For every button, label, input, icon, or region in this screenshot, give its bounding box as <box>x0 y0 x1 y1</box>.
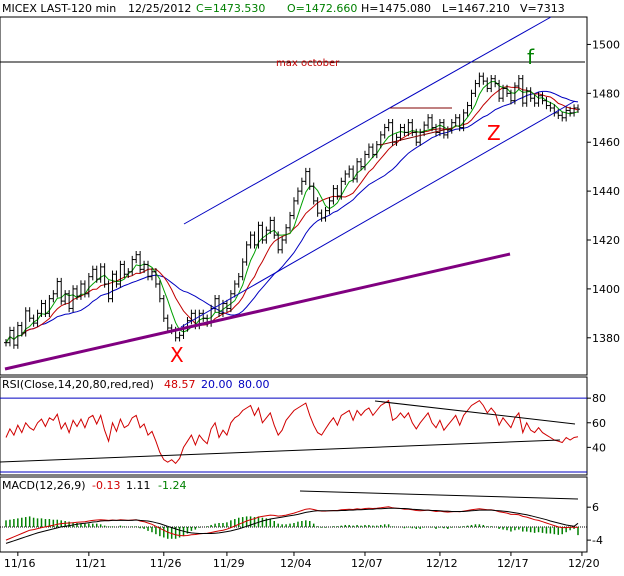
rsi-trend-lower <box>0 439 561 463</box>
price-axis-label: 1460 <box>592 136 620 149</box>
header-date: 12/25/2012 <box>128 2 191 15</box>
channel-upper-line <box>183 16 552 225</box>
macd-layer <box>0 506 587 544</box>
header-low: L=1467.210 <box>442 2 510 15</box>
macd-trend-line <box>299 490 579 500</box>
x-axis-label: 12/07 <box>351 557 383 570</box>
price-axis-label: 1420 <box>592 234 620 247</box>
axis-layer: 1500 1480 1460 1440 1420 1400 1380 11/16 11/21 11… <box>4 38 620 570</box>
header-symbol: MICEX LAST-120 min <box>2 2 116 15</box>
price-axis-label: 1480 <box>592 87 620 100</box>
x-axis-label: 12/20 <box>568 557 600 570</box>
macd-signal-line <box>5 507 579 544</box>
x-axis-label: 11/21 <box>75 557 107 570</box>
support-trendline <box>4 252 511 371</box>
macd-v3: -1.24 <box>158 479 186 492</box>
x-axis-label: 11/26 <box>150 557 182 570</box>
price-axis-label: 1400 <box>592 283 620 296</box>
price-axis-label: 1380 <box>592 332 620 345</box>
price-axis-label: 1500 <box>592 38 620 51</box>
max-october-label: max october <box>276 58 340 69</box>
macd-panel-frame <box>0 476 588 553</box>
z-lower-line <box>379 127 453 146</box>
ma-slow-line <box>5 90 579 343</box>
rsi-axis-label: 60 <box>592 417 606 430</box>
header-open: O=1472.660 <box>287 2 357 15</box>
header-close: C=1473.530 <box>196 2 265 15</box>
macd-title: MACD(12,26,9) <box>2 479 86 492</box>
z-label: Z <box>487 121 501 145</box>
rsi-low: 20.00 <box>201 378 233 391</box>
ma-fast-line <box>5 81 579 343</box>
x-label: X <box>170 343 184 367</box>
x-axis-label: 12/17 <box>497 557 529 570</box>
rsi-trend-upper <box>374 400 576 425</box>
rsi-axis-label: 40 <box>592 441 606 454</box>
price-layer <box>4 72 580 349</box>
x-axis-label: 11/16 <box>4 557 36 570</box>
rsi-panel-frame <box>0 376 588 476</box>
header-volume: V=7313 <box>520 2 565 15</box>
rsi-layer <box>0 397 587 473</box>
rsi-line <box>5 399 579 465</box>
macd-axis-label: 6 <box>592 501 599 514</box>
x-axis-label: 12/04 <box>280 557 312 570</box>
rsi-title: RSI(Close,14,20,80,red,red) <box>2 378 154 391</box>
macd-axis-label: -4 <box>592 534 603 547</box>
x-axis-label: 11/29 <box>213 557 245 570</box>
price-panel-frame <box>0 16 588 376</box>
rsi-value: 48.57 <box>164 378 196 391</box>
macd-v1: -0.13 <box>92 479 120 492</box>
channel-lower-line <box>180 100 576 328</box>
f-label: f <box>527 45 535 69</box>
rsi-high: 80.00 <box>238 378 270 391</box>
price-axis-label: 1440 <box>592 185 620 198</box>
header-high: H=1475.080 <box>361 2 431 15</box>
macd-v2: 1.11 <box>126 479 151 492</box>
macd-line <box>5 506 579 541</box>
x-axis-label: 12/12 <box>426 557 458 570</box>
rsi-axis-label: 80 <box>592 392 606 405</box>
